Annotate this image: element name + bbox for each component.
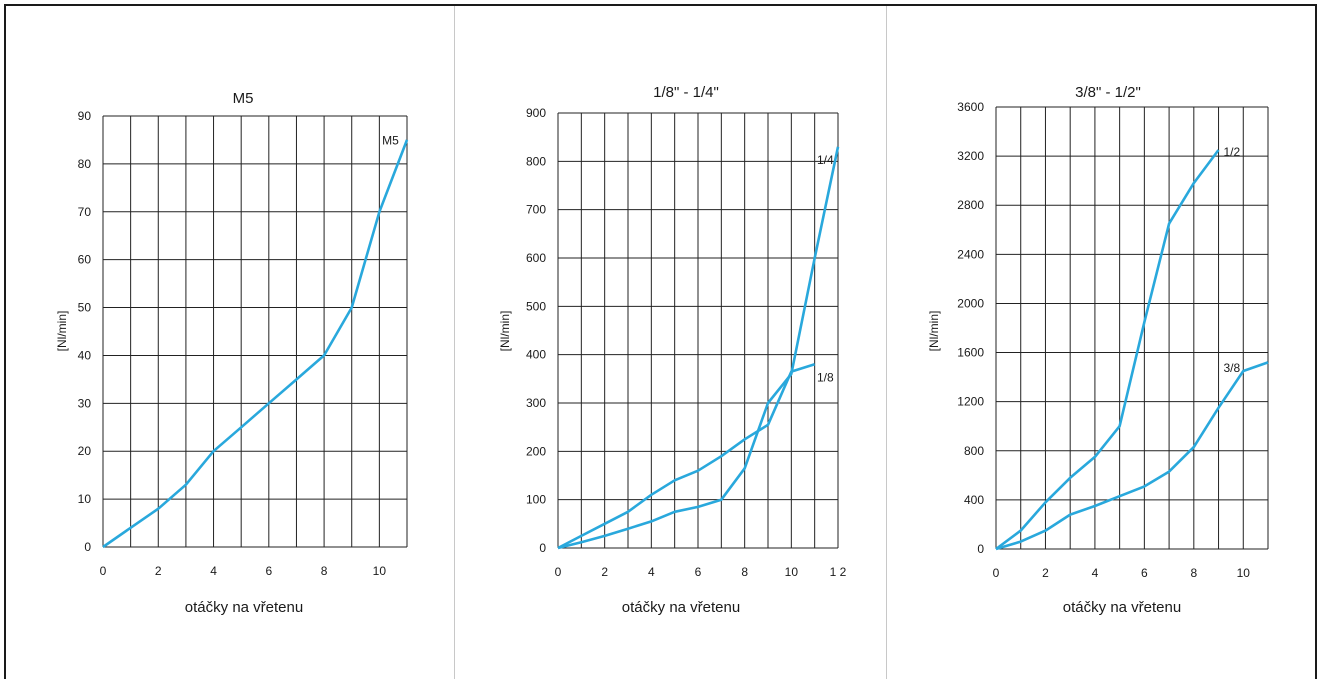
x-tick-label: 1 2 (830, 565, 847, 579)
y-tick-label: 200 (526, 444, 546, 458)
series-line-1-2 (995, 149, 1220, 551)
x-tick-label: 8 (321, 564, 328, 578)
x-tick-label: 4 (648, 565, 655, 579)
y-tick-label: 50 (78, 301, 92, 315)
chart-18-14-xlabel: otáčky na vřetenu (622, 599, 740, 616)
y-tick-label: 2000 (957, 296, 984, 310)
y-tick-label: 40 (78, 348, 92, 362)
series-annotation: 1/4 (817, 153, 834, 167)
chart-38-12-xlabel: otáčky na vřetenu (1063, 599, 1181, 616)
y-tick-label: 10 (78, 492, 92, 506)
chart-m5-ylabel: [Nl/min] (55, 311, 69, 352)
y-tick-label: 400 (526, 348, 546, 362)
chart-38-12: 3/8" - 1/2" otáčky na vřetenu [Nl/min] (927, 84, 1181, 616)
y-tick-label: 600 (526, 251, 546, 265)
chart-38-12-ylabel: [Nl/min] (927, 311, 941, 352)
y-tick-label: 700 (526, 203, 546, 217)
series-line-1-8 (557, 363, 816, 550)
series-line-m5 (102, 139, 409, 549)
chart-18-14-ylabel: [Nl/min] (498, 311, 512, 352)
chart-m5: M5 otáčky na vřetenu [Nl/min] (55, 90, 303, 616)
x-tick-label: 0 (993, 566, 1000, 580)
y-tick-label: 70 (78, 205, 92, 219)
y-tick-label: 30 (78, 396, 92, 410)
y-tick-label: 800 (526, 154, 546, 168)
y-tick-label: 0 (539, 541, 546, 555)
series-annotation: 3/8 (1223, 361, 1240, 375)
chart-m5-title: M5 (233, 90, 254, 107)
x-tick-label: 8 (741, 565, 748, 579)
x-tick-label: 4 (210, 564, 217, 578)
x-tick-label: 8 (1190, 566, 1197, 580)
y-tick-label: 2800 (957, 198, 984, 212)
y-tick-label: 100 (526, 493, 546, 507)
y-tick-label: 400 (964, 493, 984, 507)
outer-frame (4, 4, 1317, 679)
y-tick-label: 300 (526, 396, 546, 410)
x-tick-label: 4 (1092, 566, 1099, 580)
x-tick-label: 10 (373, 564, 387, 578)
y-tick-label: 2400 (957, 247, 984, 261)
y-tick-label: 0 (977, 542, 984, 556)
y-tick-label: 1600 (957, 346, 984, 360)
x-tick-label: 10 (1237, 566, 1251, 580)
y-tick-label: 3600 (957, 100, 984, 114)
y-tick-label: 1200 (957, 395, 984, 409)
x-tick-label: 6 (695, 565, 702, 579)
y-tick-label: 800 (964, 444, 984, 458)
chart-38-12-title: 3/8" - 1/2" (1075, 84, 1141, 101)
chart-m5-xlabel: otáčky na vřetenu (185, 599, 303, 616)
chart-18-14-plot: 0 100 200 300 400 500 600 700 800 900 0 2 4 6 8 10 1 2 1/… (526, 106, 847, 579)
y-tick-label: 900 (526, 106, 546, 120)
y-tick-label: 20 (78, 444, 92, 458)
series-annotation: 1/8 (817, 370, 834, 384)
y-tick-label: 0 (84, 540, 91, 554)
chart-38-12-plot: 0 400 800 1200 1600 2000 2400 2800 3200 3600 0 2 4 6 8… (957, 100, 1269, 580)
series-annotation: 1/2 (1223, 145, 1240, 159)
chart-18-14-title: 1/8" - 1/4" (653, 84, 719, 101)
x-tick-label: 2 (601, 565, 608, 579)
y-tick-label: 90 (78, 109, 92, 123)
chart-m5-plot: 0 10 20 30 40 50 60 70 80 90 0 2 4 6 8 10 M5 (78, 109, 409, 578)
x-tick-label: 6 (1141, 566, 1148, 580)
x-tick-label: 10 (785, 565, 799, 579)
x-tick-label: 6 (265, 564, 272, 578)
panel-divider-2 (886, 6, 887, 679)
y-tick-label: 3200 (957, 149, 984, 163)
x-tick-label: 0 (100, 564, 107, 578)
y-tick-label: 80 (78, 157, 92, 171)
x-tick-label: 0 (555, 565, 562, 579)
y-tick-label: 500 (526, 299, 546, 313)
series-line-3-8 (995, 361, 1269, 551)
chart-18-14: 1/8" - 1/4" otáčky na vřetenu [Nl/min] (498, 84, 740, 616)
panel-divider-1 (454, 6, 455, 679)
x-tick-label: 2 (155, 564, 162, 578)
y-tick-label: 60 (78, 253, 92, 267)
x-tick-label: 2 (1042, 566, 1049, 580)
series-annotation: M5 (382, 134, 399, 148)
